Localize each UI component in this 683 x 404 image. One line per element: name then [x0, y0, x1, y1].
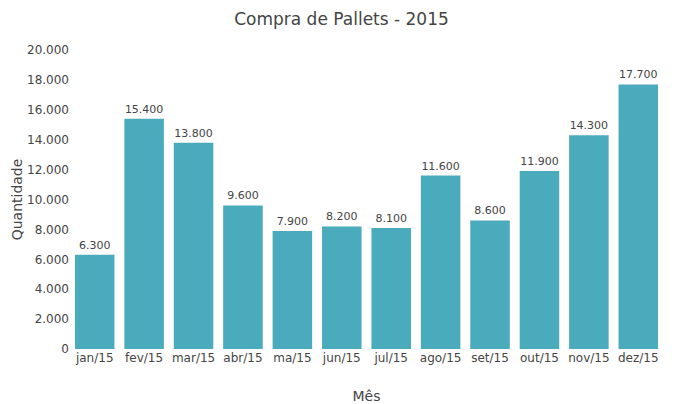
svg-text:15.400: 15.400: [125, 103, 164, 116]
svg-text:ma/15: ma/15: [273, 351, 311, 365]
svg-text:8.200: 8.200: [326, 210, 358, 223]
svg-text:14.000: 14.000: [27, 133, 69, 147]
svg-text:14.300: 14.300: [570, 119, 609, 132]
svg-text:jun/15: jun/15: [322, 351, 361, 365]
svg-text:mar/15: mar/15: [172, 351, 215, 365]
svg-text:dez/15: dez/15: [618, 351, 659, 365]
svg-text:7.900: 7.900: [277, 215, 309, 228]
svg-text:6.000: 6.000: [35, 252, 69, 266]
svg-text:6.300: 6.300: [79, 239, 111, 252]
svg-text:18.000: 18.000: [27, 73, 69, 87]
svg-text:8.100: 8.100: [375, 212, 407, 225]
svg-text:Compra de Pallets - 2015: Compra de Pallets - 2015: [234, 9, 449, 29]
svg-text:0: 0: [61, 342, 69, 356]
svg-text:ago/15: ago/15: [420, 351, 462, 365]
svg-text:set/15: set/15: [471, 351, 509, 365]
svg-text:17.700: 17.700: [619, 68, 658, 81]
svg-text:nov/15: nov/15: [568, 351, 609, 365]
svg-text:out/15: out/15: [520, 351, 559, 365]
svg-text:jul/15: jul/15: [373, 351, 408, 365]
svg-text:11.600: 11.600: [421, 160, 460, 173]
svg-text:10.000: 10.000: [27, 193, 69, 207]
svg-text:11.900: 11.900: [520, 155, 559, 168]
svg-text:20.000: 20.000: [27, 43, 69, 57]
svg-text:Mês: Mês: [353, 388, 381, 404]
svg-text:8.000: 8.000: [35, 223, 69, 237]
svg-text:2.000: 2.000: [35, 312, 69, 326]
svg-text:13.800: 13.800: [174, 127, 213, 140]
svg-text:16.000: 16.000: [27, 103, 69, 117]
svg-text:jan/15: jan/15: [75, 351, 114, 365]
svg-text:4.000: 4.000: [35, 282, 69, 296]
svg-text:9.600: 9.600: [227, 189, 259, 202]
svg-text:8.600: 8.600: [474, 204, 506, 217]
svg-text:abr/15: abr/15: [223, 351, 262, 365]
svg-text:12.000: 12.000: [27, 163, 69, 177]
svg-text:fev/15: fev/15: [125, 351, 163, 365]
svg-text:Quantidade: Quantidade: [9, 159, 25, 241]
